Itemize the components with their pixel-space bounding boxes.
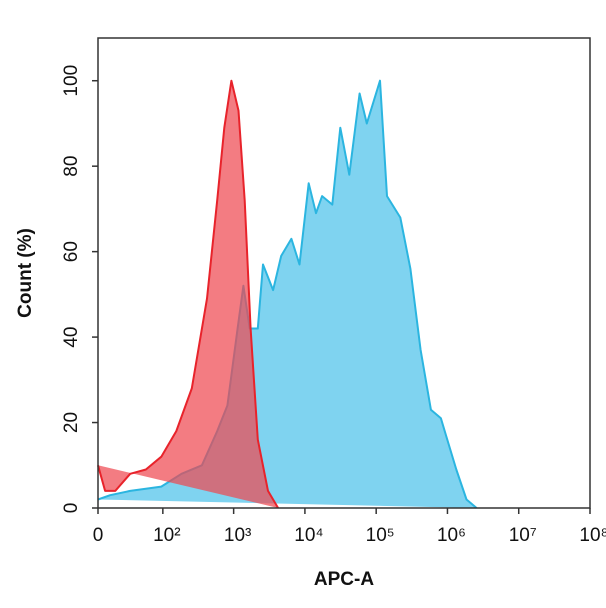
histogram-area xyxy=(97,79,478,509)
x-tick-label: 10⁵ xyxy=(366,525,395,546)
y-axis-label: Count (%) xyxy=(15,228,36,318)
x-tick-label: 10⁷ xyxy=(509,525,537,546)
x-tick-label: 10⁸ xyxy=(579,525,606,546)
x-tick-label: 10³ xyxy=(224,525,251,546)
x-axis-label: APC-A xyxy=(314,569,374,590)
y-tick-label: 40 xyxy=(61,327,82,348)
histogram-area xyxy=(97,79,279,509)
y-tick-label: 100 xyxy=(61,65,82,97)
y-tick-label: 0 xyxy=(61,503,82,514)
y-tick-label: 60 xyxy=(61,241,82,262)
x-tick-label: 0 xyxy=(93,525,104,546)
y-tick-label: 80 xyxy=(61,156,82,177)
x-tick-label: 10² xyxy=(153,525,180,546)
x-tick-label: 10⁶ xyxy=(437,525,466,546)
y-tick-label: 20 xyxy=(61,412,82,433)
plot-frame xyxy=(97,37,591,509)
x-tick-label: 10⁴ xyxy=(294,525,323,546)
